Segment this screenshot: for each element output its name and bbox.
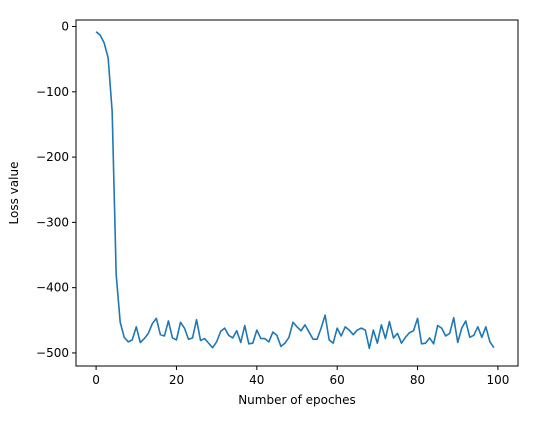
y-tick-label: 0 <box>61 20 69 34</box>
y-tick-label: −200 <box>36 150 69 164</box>
tick-layer: 0 20 40 60 80 100 0 −100 −200 −300 −400 −500 <box>36 20 509 387</box>
x-tick-label: 20 <box>169 373 184 387</box>
y-tick-label: −300 <box>36 215 69 229</box>
x-tick-label: 80 <box>410 373 425 387</box>
y-axis-label: Loss value <box>7 162 21 225</box>
y-tick-label: −100 <box>36 85 69 99</box>
y-tick-label: −500 <box>36 346 69 360</box>
x-tick-label: 40 <box>249 373 264 387</box>
x-tick-label: 60 <box>330 373 345 387</box>
plot-frame <box>75 19 519 367</box>
y-tick-label: −400 <box>36 281 69 295</box>
x-tick-label: 0 <box>92 373 100 387</box>
line-layer <box>95 31 495 350</box>
series-line-0 <box>95 31 495 350</box>
x-tick-label: 100 <box>486 373 509 387</box>
x-axis-label: Number of epoches <box>238 393 356 407</box>
